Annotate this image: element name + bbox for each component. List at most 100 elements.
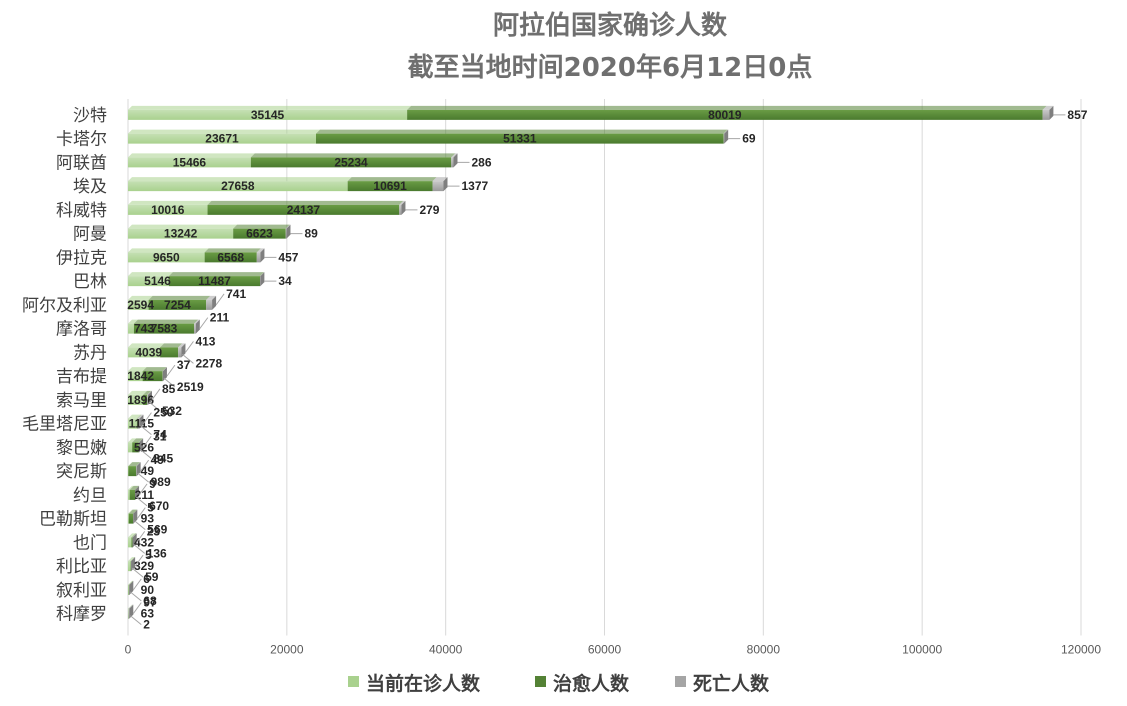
bar-top-face (128, 153, 255, 158)
bar-front-face (128, 466, 137, 477)
bar-recovered (130, 557, 136, 572)
data-label-recovered: 80019 (708, 108, 742, 122)
bar-recovered (136, 414, 142, 429)
bar-side-face (1049, 105, 1054, 120)
category-label: 苏丹 (73, 343, 107, 363)
bar-front-face (206, 299, 213, 310)
data-label-recovered: 74 (153, 428, 167, 442)
category-label: 突尼斯 (56, 462, 107, 482)
data-label-deaths: 286 (471, 155, 491, 169)
bar-recovered (142, 367, 167, 382)
data-label-deaths: 34 (278, 274, 292, 288)
bar-top-face (315, 129, 728, 134)
bar-active (128, 485, 134, 500)
bar-top-face (129, 485, 139, 490)
leader-line (182, 353, 194, 364)
bar-top-face (206, 295, 217, 300)
bar-recovered (128, 462, 141, 477)
data-label-recovered: 59 (145, 570, 159, 584)
bar-front-face (128, 418, 137, 429)
bar-front-face (148, 299, 207, 310)
data-label-active: 1842 (127, 369, 154, 383)
bar-front-face (128, 584, 130, 595)
legend: 当前在诊人数 治愈人数 死亡人数 (348, 672, 770, 695)
bar-front-face (207, 204, 400, 215)
data-label-recovered: 989 (151, 475, 171, 489)
bar-top-face (133, 319, 199, 324)
bar-active (128, 438, 137, 453)
bar-active (128, 272, 173, 287)
bar-top-face (285, 224, 291, 229)
bar-recovered (133, 319, 199, 334)
bar-top-face (128, 319, 138, 324)
bar-front-face (147, 394, 148, 405)
data-label-recovered: 7254 (164, 298, 191, 312)
bar-top-face (128, 485, 134, 490)
bar-side-face (724, 129, 729, 144)
x-tick-label-20000: 20000 (270, 643, 304, 657)
bar-recovered (347, 177, 437, 192)
category-label: 吉布提 (56, 367, 107, 387)
bar-front-face (347, 181, 433, 192)
category-label: 阿联酋 (56, 153, 107, 173)
bar-top-face (136, 414, 142, 419)
bar-front-face (129, 489, 135, 500)
bar-deaths (451, 153, 458, 168)
bar-top-face (128, 177, 352, 182)
bar-deaths (1042, 105, 1054, 120)
bar-top-face (160, 343, 183, 348)
bar-side-face (139, 414, 144, 429)
leader-line (142, 436, 152, 448)
data-label-deaths: 1377 (461, 179, 488, 193)
data-label-active: 1896 (127, 393, 154, 407)
bar-front-face (128, 181, 348, 192)
data-label-active: 2594 (127, 298, 154, 312)
data-label-active: 13242 (164, 227, 198, 241)
bar-front-face (128, 394, 144, 405)
bar-front-face (128, 347, 161, 358)
bar-top-face (128, 509, 138, 514)
bar-front-face (178, 347, 182, 358)
bar-recovered (315, 129, 728, 144)
bar-deaths (399, 200, 406, 215)
bar-side-face (135, 485, 140, 500)
bar-top-face (128, 224, 238, 229)
data-label-deaths: 49 (151, 453, 165, 467)
data-label-active: 63 (141, 607, 155, 621)
x-tick-label-100000: 100000 (902, 643, 942, 657)
bar-front-face (128, 252, 205, 263)
bar-top-face (347, 177, 437, 182)
bar-top-face (128, 604, 133, 609)
data-label-deaths: 85 (162, 382, 176, 396)
leader-line (199, 317, 209, 329)
bar-top-face (128, 580, 133, 585)
data-label-deaths: 23 (147, 524, 161, 538)
leader-line (148, 401, 161, 412)
category-label: 科摩罗 (56, 605, 107, 625)
bar-top-face (134, 485, 140, 490)
bar-front-face (162, 371, 164, 382)
leader-line (140, 459, 150, 472)
data-label-recovered: 11487 (198, 274, 231, 288)
category-label: 也门 (73, 533, 107, 553)
data-label-active: 93 (141, 512, 155, 526)
leader-line (132, 578, 142, 591)
bar-front-face (260, 276, 261, 287)
bar-front-face (128, 537, 132, 548)
leader-line (215, 293, 225, 306)
bar-recovered (131, 533, 137, 548)
category-label: 埃及 (73, 177, 107, 197)
bar-active (128, 295, 153, 310)
bar-top-face (204, 248, 261, 253)
bar-front-face (128, 584, 129, 595)
bar-top-face (128, 438, 137, 443)
data-label-active: 23671 (205, 132, 239, 146)
bar-front-face (315, 133, 724, 144)
bar-active (128, 414, 141, 429)
legend-label: 死亡人数 (693, 672, 770, 695)
bar-active (128, 319, 138, 334)
data-label-recovered: 845 (153, 451, 173, 465)
bar-recovered (143, 390, 152, 405)
bar-side-face (136, 462, 141, 477)
bar-side-face (195, 319, 200, 334)
